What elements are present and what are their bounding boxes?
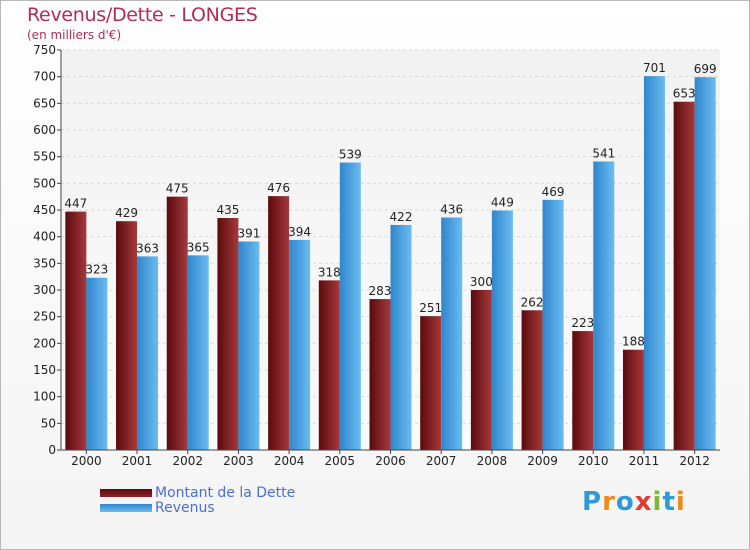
bar-revenue [542,199,564,450]
x-tick-label: 2001 [122,454,153,468]
y-tick-label: 700 [33,70,56,84]
data-label-debt: 475 [166,182,189,196]
x-tick-label: 2011 [629,454,660,468]
x-tick-label: 2005 [325,454,356,468]
bar-revenue [339,162,361,451]
data-label-revenue: 541 [592,146,615,160]
chart-title: Revenus/Dette - LONGES [27,4,258,26]
data-label-revenue: 469 [542,185,565,199]
legend-label-revenue: Revenus [155,500,215,516]
x-tick-label: 2010 [578,454,609,468]
data-label-revenue: 365 [187,240,210,254]
y-tick-label: 150 [33,363,56,377]
y-tick-label: 600 [33,123,56,137]
bar-revenue [187,255,209,450]
bar-revenue [593,161,615,450]
bar-debt [318,280,340,450]
data-label-debt: 283 [369,284,392,298]
bar-revenue [491,210,513,450]
bar-debt [521,310,543,450]
data-label-debt: 435 [216,203,239,217]
data-label-revenue: 539 [339,148,362,162]
bar-revenue [694,77,716,450]
bar-revenue [390,224,412,450]
data-label-revenue: 422 [390,210,413,224]
data-label-debt: 223 [571,316,594,330]
data-label-debt: 251 [419,301,442,315]
y-tick-label: 350 [33,256,56,270]
logo-letter: t [662,487,676,517]
logo-letter: P [582,487,603,517]
data-label-debt: 188 [622,335,645,349]
bar-debt [470,290,492,450]
logo-letter: i [675,487,686,517]
x-tick-label: 2003 [223,454,254,468]
bar-debt [369,299,391,450]
bar-debt [572,331,594,450]
x-tick-label: 2007 [426,454,457,468]
data-label-revenue: 436 [440,202,463,216]
y-tick-label: 750 [33,43,56,57]
data-label-revenue: 323 [85,263,108,277]
y-tick-label: 250 [33,310,56,324]
logo-letter: x [634,487,653,517]
y-tick-label: 50 [41,416,56,430]
bar-debt [268,196,290,450]
y-tick-label: 650 [33,96,56,110]
bars-group [65,76,716,451]
data-label-debt: 476 [267,181,290,195]
data-label-revenue: 391 [237,226,260,240]
chart-subtitle: (en milliers d'€) [27,28,122,42]
x-tick-label: 2000 [71,454,102,468]
logo-letter: r [602,487,616,517]
data-label-debt: 300 [470,275,493,289]
x-tick-label: 2012 [679,454,710,468]
axes-group: 0 50 100 150 200 250 300 350 400 450 500 550 600 650 7… [33,43,720,468]
x-tick-label: 2006 [375,454,406,468]
data-label-revenue: 363 [136,241,159,255]
bar-debt [622,349,644,450]
legend-swatch-debt [100,489,152,497]
bar-debt [166,196,188,450]
bar-debt [217,218,239,450]
x-tick-label: 2002 [172,454,203,468]
bar-revenue [441,217,463,450]
bar-revenue [137,256,159,450]
x-tick-label: 2008 [477,454,508,468]
data-label-debt: 653 [673,87,696,101]
data-label-revenue: 701 [643,61,666,75]
x-tick-label: 2009 [527,454,558,468]
y-tick-label: 400 [33,230,56,244]
logo-letter: o [615,487,635,517]
bar-revenue [238,241,260,450]
y-tick-label: 100 [33,390,56,404]
y-tick-label: 550 [33,150,56,164]
y-tick-label: 300 [33,283,56,297]
data-label-revenue: 449 [491,196,514,210]
bar-revenue [86,277,108,450]
bar-debt [673,101,695,450]
proxiti-logo: Proxiti [582,487,686,517]
bar-debt [420,316,442,450]
data-label-debt: 447 [64,197,87,211]
logo-letter: i [652,487,663,517]
bar-debt [65,211,87,450]
y-tick-label: 500 [33,176,56,190]
bar-debt [116,221,138,450]
data-label-revenue: 394 [288,225,311,239]
y-tick-label: 200 [33,336,56,350]
data-label-debt: 318 [318,265,341,279]
data-label-debt: 429 [115,206,138,220]
value-labels: 447 323 429 363 475 365 435 391 476 394 318 539 283 4… [64,61,716,349]
bar-revenue [643,76,665,450]
y-tick-label: 0 [48,443,56,457]
x-tick-label: 2004 [274,454,305,468]
legend-label-debt: Montant de la Dette [155,485,296,501]
data-label-debt: 262 [521,295,544,309]
legend-swatch-revenue [100,504,152,512]
y-tick-label: 450 [33,203,56,217]
data-label-revenue: 699 [694,62,717,76]
bar-revenue [289,239,311,450]
